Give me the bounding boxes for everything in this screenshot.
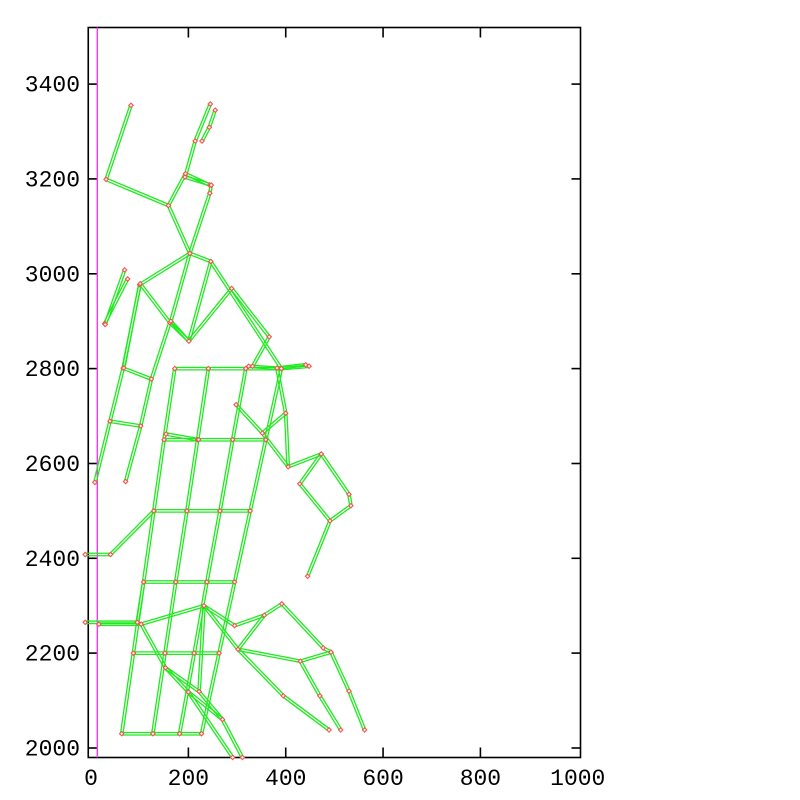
svg-text:1000: 1000 (550, 766, 605, 792)
svg-text:2800: 2800 (25, 357, 80, 383)
svg-text:3000: 3000 (25, 262, 80, 288)
svg-text:2400: 2400 (25, 547, 80, 573)
svg-text:600: 600 (362, 766, 403, 792)
svg-text:3400: 3400 (25, 73, 80, 99)
svg-text:400: 400 (265, 766, 306, 792)
svg-text:3200: 3200 (25, 167, 80, 193)
svg-text:2600: 2600 (25, 452, 80, 478)
svg-text:2200: 2200 (25, 642, 80, 668)
svg-text:2000: 2000 (25, 737, 80, 763)
svg-text:0: 0 (84, 766, 98, 792)
svg-text:800: 800 (460, 766, 501, 792)
svg-text:200: 200 (168, 766, 209, 792)
